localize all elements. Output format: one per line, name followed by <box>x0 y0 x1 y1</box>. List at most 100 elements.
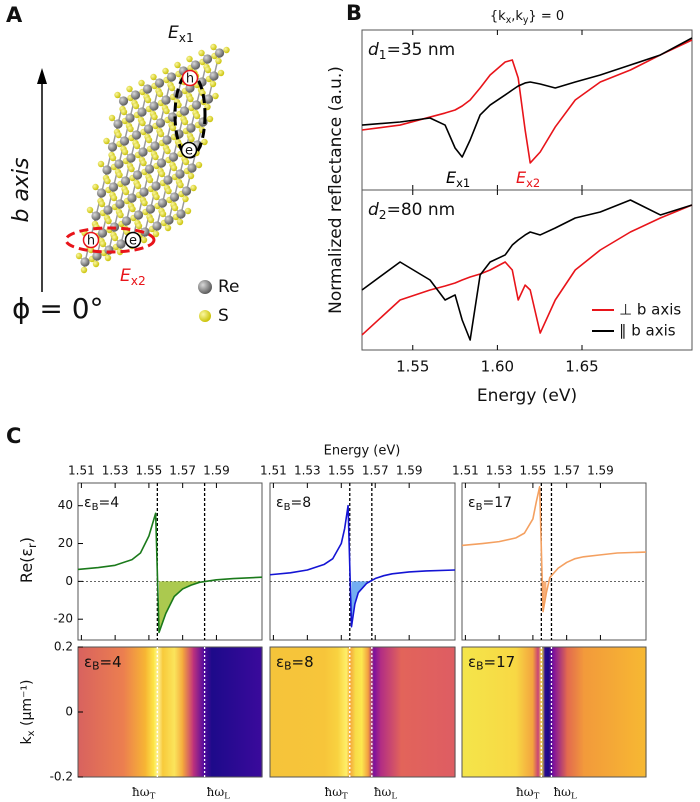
sulfur-atom <box>152 153 159 161</box>
sulfur-atom <box>187 95 194 103</box>
text-part: ,k <box>511 9 523 24</box>
subscript: r <box>24 543 38 548</box>
sulfur-atom <box>176 218 184 226</box>
rhenium-atom <box>92 251 102 261</box>
sulfur-atom <box>115 131 122 139</box>
subscript: y <box>523 14 529 25</box>
annotation: Ex2 <box>516 168 540 190</box>
subscript: L <box>571 791 577 801</box>
legend-label: ⊥ b axis <box>619 301 681 319</box>
heat-segment <box>78 647 125 777</box>
text-part: =17 <box>484 653 516 671</box>
sulfur-atom <box>171 204 179 212</box>
sulfur-atom <box>97 160 105 168</box>
sulfur-atom <box>133 142 141 150</box>
heat-segment <box>153 647 158 777</box>
sulfur-atom <box>212 92 219 100</box>
rhenium-atom <box>214 48 225 58</box>
x-tick-label: 1.55 <box>136 464 163 478</box>
plot-frame <box>461 482 647 641</box>
y-axis-label: Normalized reflectance (a.u.) <box>326 66 346 314</box>
subscript: L <box>224 791 230 801</box>
sulfur-atom <box>134 182 142 190</box>
sulfur-atom <box>98 200 106 208</box>
marker-label: ħωT <box>324 785 348 802</box>
y-tick-label: 20 <box>58 536 73 550</box>
panel-title: {kx,ky} = 0 <box>490 9 564 26</box>
x-tick-label: 1.60 <box>481 358 514 376</box>
sulfur-atom <box>139 119 146 127</box>
x-axis-label: Energy (eV) <box>324 444 401 459</box>
plot-frame <box>77 482 263 641</box>
sulfur-atom <box>186 55 193 63</box>
text-part: =4 <box>99 495 120 511</box>
text-part: =8 <box>291 495 312 511</box>
data-line <box>361 199 693 341</box>
sulfur-atom <box>141 199 148 207</box>
subscript: L <box>391 791 397 801</box>
sulfur-atom <box>140 159 147 167</box>
sulfur-atom <box>187 172 195 180</box>
subscript: T <box>534 791 540 801</box>
marker-label: ħωT <box>516 785 540 802</box>
rhenium-atom <box>116 239 126 249</box>
subscript: B <box>284 660 291 673</box>
rhenium-atom <box>155 118 166 128</box>
x-tick-label: 1.57 <box>362 464 389 478</box>
sulfur-atom <box>169 124 177 132</box>
subscript: x2 <box>526 175 540 189</box>
rhenium-atom <box>179 106 190 116</box>
rhenium-atom <box>125 113 135 123</box>
legend-label: ∥ b axis <box>619 322 676 340</box>
sulfur-atom <box>193 112 201 120</box>
heat-segment <box>400 647 456 777</box>
sulfur-atom <box>114 91 121 99</box>
rhenium-atom <box>127 193 137 203</box>
sulfur-atom <box>215 57 222 65</box>
rhenium-atom <box>137 107 147 117</box>
carrier-label: e <box>129 234 137 249</box>
subscript: T <box>150 791 156 801</box>
sulfur-atom <box>198 49 205 57</box>
sulfur-atom <box>174 61 181 69</box>
y-axis-label: Re(εr) <box>17 537 39 583</box>
rhenium-atom <box>139 187 149 197</box>
text-part: E <box>516 168 527 187</box>
annotation: Ex1 <box>446 168 470 190</box>
sulfur-atom <box>86 206 94 214</box>
carrier-label: h <box>186 72 194 87</box>
text-part: ε <box>276 495 284 511</box>
x-tick-label: 1.57 <box>169 464 196 478</box>
heat-segment <box>541 647 546 777</box>
plot-label: εB=17 <box>468 495 512 513</box>
text-part: Re(ε <box>17 548 36 583</box>
crystal <box>75 43 230 274</box>
rhenium-atom <box>162 135 172 145</box>
text-part: ε <box>468 653 476 671</box>
sulfur-atom <box>153 193 160 201</box>
panel-label: B <box>346 1 362 25</box>
data-line <box>361 39 693 164</box>
text-part: {k <box>490 9 506 24</box>
heat-segment <box>324 647 339 777</box>
sulfur-atom <box>223 46 230 54</box>
heat-segment <box>346 647 351 777</box>
sulfur-atom <box>145 136 153 144</box>
angle-label: ϕ = 0° <box>12 292 104 325</box>
y-axis-label: kx (μm⁻¹) <box>19 680 37 745</box>
sulfur-atom <box>120 108 128 116</box>
sulfur-atom <box>182 195 189 203</box>
x-tick-label: 1.53 <box>294 464 321 478</box>
subscript: B <box>92 660 99 673</box>
heat-segment <box>162 647 175 777</box>
rhenium-atom <box>131 130 142 140</box>
data-line <box>77 512 263 634</box>
text-part: d <box>368 40 379 60</box>
sulfur-atom <box>104 254 112 262</box>
plot-label: εB=8 <box>276 495 311 513</box>
axis-label: b axis <box>9 157 34 222</box>
plot-label: εB=4 <box>84 495 119 513</box>
negative-area <box>351 581 367 627</box>
sulfur-atom <box>195 161 203 169</box>
rhenium-atom <box>202 54 213 64</box>
